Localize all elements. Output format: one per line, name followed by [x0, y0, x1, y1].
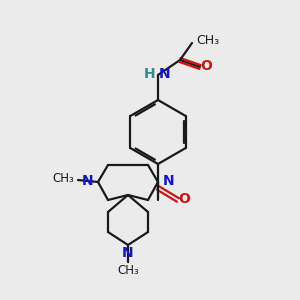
Text: O: O	[200, 59, 212, 73]
Text: CH₃: CH₃	[196, 34, 219, 47]
Text: N: N	[163, 174, 175, 188]
Text: N: N	[159, 67, 171, 81]
Text: CH₃: CH₃	[52, 172, 74, 185]
Text: N: N	[81, 174, 93, 188]
Text: CH₃: CH₃	[117, 264, 139, 277]
Text: O: O	[178, 192, 190, 206]
Text: H: H	[143, 67, 155, 81]
Text: N: N	[122, 246, 134, 260]
